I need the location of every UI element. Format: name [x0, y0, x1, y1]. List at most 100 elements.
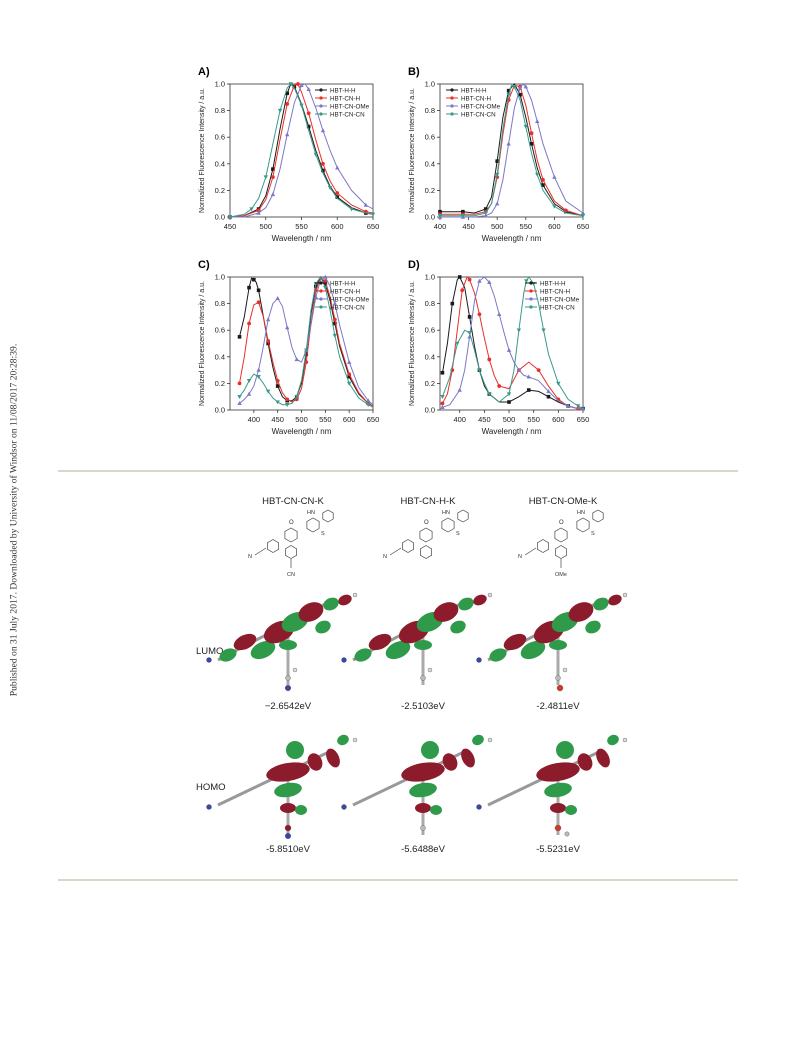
data-point	[270, 192, 276, 197]
orbital-lobe	[409, 782, 437, 798]
substituent-label: OMe	[555, 572, 567, 578]
data-point	[546, 389, 551, 394]
orbital-lobe	[323, 597, 339, 611]
orbital-lobe	[565, 805, 577, 815]
y-tick-label: 0.2	[425, 186, 435, 195]
y-tick-label: 0.2	[425, 379, 435, 388]
data-point	[265, 317, 271, 322]
y-axis-label: Normalized Fluorescence Intensity / a.u.	[199, 88, 206, 213]
orbital-lobe	[233, 633, 257, 651]
panel-label: B)	[408, 66, 420, 78]
atom	[487, 737, 493, 743]
series-line	[239, 277, 374, 407]
legend-label: HBT-CN-CN	[540, 304, 575, 311]
data-point	[247, 285, 251, 290]
data-point	[506, 92, 511, 97]
orbital-lobe	[274, 782, 302, 798]
sulfur-label: S	[321, 531, 325, 537]
data-point	[566, 403, 571, 408]
orbital-lobe	[593, 597, 609, 611]
orbital-lobe	[596, 748, 610, 768]
benzene-ring	[420, 545, 432, 559]
data-point	[487, 280, 492, 285]
x-tick-label: 650	[577, 415, 590, 424]
data-point	[227, 215, 233, 220]
benzene-ring	[555, 545, 567, 559]
data-point	[467, 315, 472, 319]
orbital-lobe	[568, 602, 594, 622]
data-point	[523, 124, 528, 129]
legend-marker	[319, 88, 323, 92]
data-point	[266, 341, 270, 346]
data-point	[320, 128, 326, 133]
orbital-lobe	[550, 803, 566, 813]
benzene-ring	[285, 545, 297, 559]
data-point	[495, 172, 500, 177]
y-axis-label: Normalized Fluorescence Intensity / a.u.	[409, 88, 416, 213]
atom	[487, 592, 493, 598]
orbital-lobe	[577, 753, 593, 771]
x-tick-label: 550	[527, 415, 540, 424]
atom	[427, 667, 433, 673]
data-point	[523, 84, 528, 89]
data-point	[363, 202, 369, 207]
y-tick-label: 0.0	[215, 406, 225, 415]
data-point	[506, 141, 511, 146]
x-tick-label: 600	[331, 222, 344, 231]
data-point	[440, 370, 445, 375]
x-axis-label: Wavelength / nm	[482, 234, 542, 243]
legend-marker	[450, 104, 454, 108]
oxygen-label: O	[289, 520, 294, 526]
y-tick-label: 0.0	[425, 406, 435, 415]
data-point	[321, 168, 325, 173]
data-point	[506, 392, 512, 397]
mo-column: HBT-CN-CN-K N O HN S CN −2.6542eV -5.8510eV	[206, 496, 358, 855]
orbital-lobe	[549, 640, 567, 650]
orbital-lobe	[608, 594, 622, 606]
data-point	[247, 321, 251, 326]
y-tick-label: 0.6	[425, 326, 435, 335]
data-point	[237, 335, 242, 339]
series-line	[239, 276, 374, 406]
orbital-lobe	[315, 620, 331, 634]
chart-svg-d: D) 400 450 500 550 600 650 0.0 0.2 0.4 0.6 0.8 1.0 Wa…	[408, 259, 590, 436]
orbital-lobe	[401, 762, 445, 782]
data-point	[518, 92, 522, 97]
data-point	[256, 300, 261, 305]
data-point	[285, 132, 290, 137]
y-tick-label: 0.8	[215, 106, 225, 115]
x-axis-label: Wavelength / nm	[482, 427, 542, 436]
orbital-lobe	[326, 748, 340, 768]
nitrile-label: N	[518, 554, 522, 560]
orbital-lobe	[298, 602, 324, 622]
atom	[554, 824, 562, 832]
nh-label: HN	[442, 510, 450, 516]
data-point	[526, 374, 531, 379]
data-point	[366, 402, 371, 407]
x-tick-label: 500	[491, 222, 504, 231]
data-point	[556, 381, 561, 386]
legend-marker	[319, 305, 323, 309]
y-tick-label: 0.8	[425, 106, 435, 115]
data-point	[437, 213, 443, 218]
data-point	[296, 82, 300, 86]
x-tick-label: 450	[224, 222, 237, 231]
y-tick-label: 0.6	[215, 326, 225, 335]
legend-marker	[450, 96, 454, 100]
orbital-lobe	[472, 734, 484, 746]
data-point	[483, 213, 488, 218]
chart-svg-b: B) 400 450 500 550 600 650 0.0 0.2 0.4 0.6 0.8 1.0 Wa…	[408, 66, 589, 243]
atom	[292, 667, 298, 673]
orbital-lobe	[520, 640, 546, 660]
nitrile-label: N	[248, 554, 252, 560]
data-point	[288, 82, 293, 87]
orbital-lobe	[489, 648, 507, 662]
x-tick-label: 500	[295, 415, 308, 424]
data-point	[285, 102, 290, 106]
data-point	[506, 88, 511, 93]
data-point	[321, 161, 325, 166]
benzene-ring	[306, 517, 320, 533]
data-point	[526, 388, 531, 392]
legend-label: HBT-CN-H	[330, 95, 361, 102]
bond	[389, 547, 402, 556]
